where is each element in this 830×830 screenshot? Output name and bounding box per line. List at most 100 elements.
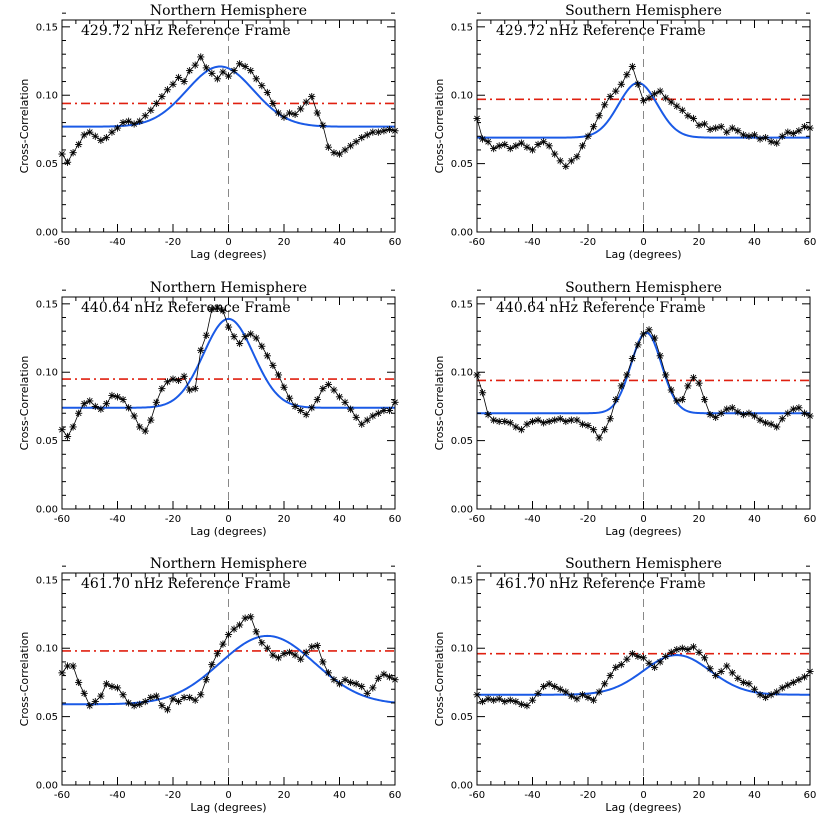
- chart-panel: -60 -40 -20 0 20 40 60 0.00 0.05 0.10 0.15 Northern…: [18, 280, 401, 538]
- data-point: [695, 379, 703, 387]
- x-tick-label: 0: [225, 790, 231, 801]
- y-tick-label: 0.00: [36, 781, 58, 792]
- data-point: [247, 613, 255, 621]
- x-tick-label: 40: [748, 514, 761, 525]
- data-point: [501, 697, 509, 706]
- chart-title: Southern Hemisphere: [565, 556, 722, 572]
- data-point: [258, 342, 266, 350]
- data-point: [197, 53, 205, 61]
- data-point: [601, 426, 609, 434]
- data-point: [308, 92, 316, 101]
- data-point: [330, 676, 338, 684]
- data-point: [274, 371, 283, 379]
- data-point: [152, 692, 160, 700]
- data-point: [506, 144, 514, 153]
- data-point: [506, 696, 514, 704]
- y-tick-label: 0.15: [451, 299, 473, 310]
- x-tick-label: 40: [748, 237, 761, 248]
- x-tick-label: 60: [389, 237, 402, 248]
- data-point: [762, 419, 770, 427]
- data-point: [767, 138, 775, 146]
- data-point: [158, 92, 166, 101]
- data-point: [612, 395, 620, 404]
- data-point: [147, 416, 155, 424]
- data-point: [319, 385, 327, 393]
- data-point: [63, 432, 72, 441]
- data-point: [717, 123, 725, 131]
- data-point: [186, 386, 194, 394]
- x-axis-label: Lag (degrees): [605, 525, 681, 538]
- data-point: [291, 110, 299, 118]
- data-point: [651, 663, 659, 671]
- data-point: [97, 136, 105, 144]
- data-point: [762, 693, 770, 702]
- data-point: [589, 426, 598, 434]
- x-tick-label: -60: [469, 790, 485, 801]
- data-point: [490, 144, 498, 153]
- data-point: [684, 112, 692, 120]
- data-point: [180, 77, 188, 86]
- data-point: [241, 614, 249, 622]
- data-point: [578, 142, 587, 150]
- reference-frame-annotation: 461.70 nHz Reference Frame: [81, 576, 291, 592]
- x-tick-label: -20: [165, 237, 181, 248]
- data-point: [224, 72, 233, 80]
- data-point: [578, 420, 587, 428]
- data-point: [495, 142, 503, 150]
- x-tick-label: 60: [389, 514, 402, 525]
- data-point: [723, 405, 731, 413]
- data-point: [756, 135, 764, 143]
- data-point: [202, 64, 210, 72]
- data-point: [374, 674, 382, 682]
- data-point: [63, 158, 72, 166]
- data-point: [75, 409, 83, 417]
- data-point: [313, 109, 321, 117]
- data-point: [313, 395, 321, 404]
- data-point: [573, 153, 581, 161]
- data-point: [645, 94, 653, 102]
- data-point: [723, 662, 731, 670]
- data-point: [285, 394, 294, 402]
- y-tick-label: 0.15: [451, 575, 473, 586]
- data-point: [634, 341, 642, 349]
- x-tick-label: 20: [278, 514, 291, 525]
- data-point: [341, 398, 349, 406]
- data-point: [219, 307, 227, 315]
- data-point: [319, 658, 327, 666]
- data-point: [363, 689, 371, 697]
- data-point: [252, 334, 260, 342]
- data-point: [230, 333, 238, 341]
- data-point: [700, 395, 709, 404]
- data-point: [478, 135, 487, 143]
- data-point: [601, 680, 609, 688]
- data-point: [773, 139, 781, 147]
- reference-frame-annotation: 429.72 nHz Reference Frame: [496, 23, 706, 39]
- data-point: [119, 118, 127, 127]
- data-point: [706, 665, 714, 673]
- data-point: [174, 697, 183, 706]
- data-point: [789, 678, 797, 687]
- data-point: [285, 648, 294, 656]
- data-point: [352, 138, 360, 146]
- data-point: [534, 416, 542, 424]
- y-tick-label: 0.00: [451, 781, 473, 792]
- x-tick-label: 40: [333, 237, 346, 248]
- data-point: [113, 684, 122, 692]
- x-tick-label: -60: [469, 514, 485, 525]
- data-point: [263, 88, 271, 97]
- data-point: [152, 99, 160, 108]
- y-tick-label: 0.05: [36, 712, 58, 723]
- data-point: [673, 645, 681, 654]
- data-point: [335, 680, 344, 688]
- data-point: [723, 128, 731, 136]
- x-tick-label: 60: [804, 790, 817, 801]
- data-point: [512, 423, 520, 431]
- data-point: [706, 411, 714, 419]
- data-point: [495, 695, 503, 703]
- data-point: [86, 128, 94, 136]
- data-point: [534, 140, 542, 149]
- data-point: [297, 406, 305, 415]
- data-point: [302, 411, 310, 419]
- data-point: [169, 695, 177, 703]
- data-point: [352, 413, 360, 421]
